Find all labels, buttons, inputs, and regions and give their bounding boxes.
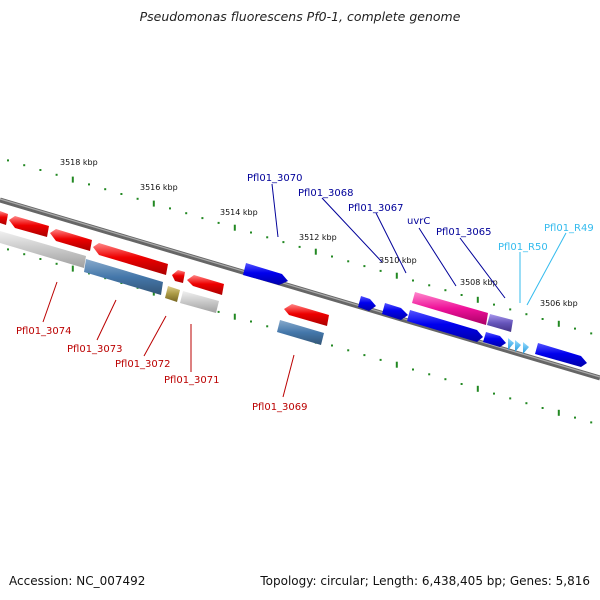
leader-3067 [375, 212, 407, 274]
gene-3073[interactable] [84, 259, 163, 295]
gene-3076[interactable] [9, 216, 49, 237]
gene-3065[interactable] [483, 332, 506, 347]
leader-3069 [282, 354, 295, 398]
gene-label-3065[interactable]: Pfl01_3065 [436, 227, 492, 238]
gene-3072-red[interactable] [172, 270, 185, 283]
gene-3069-steel[interactable] [277, 320, 324, 345]
gene-3072[interactable] [165, 286, 180, 302]
ruler-label-3518: 3518 kbp [60, 158, 98, 167]
gene-label-uvrC[interactable]: uvrC [407, 216, 430, 227]
ruler-label-3514: 3514 kbp [220, 208, 258, 217]
leader-uvrC [418, 227, 457, 287]
genome-stats-text: Topology: circular; Length: 6,438,405 bp… [260, 574, 590, 588]
gene-label-3069[interactable]: Pfl01_3069 [252, 402, 308, 413]
forward-genes [243, 263, 587, 367]
gene-label-3073[interactable]: Pfl01_3073 [67, 344, 123, 355]
ruler-label-3508: 3508 kbp [460, 278, 498, 287]
gene-label-3068[interactable]: Pfl01_3068 [298, 188, 354, 199]
gene-3074-grey[interactable] [0, 231, 86, 268]
gene-3067[interactable] [382, 303, 408, 320]
reverse-genes [0, 211, 329, 345]
gene-label-group: Pfl01_3070 Pfl01_3068 Pfl01_3067 uvrC Pf… [16, 173, 594, 413]
gene-3067-pink[interactable] [412, 292, 488, 325]
gene-3071[interactable] [180, 291, 219, 313]
gene-3077[interactable] [0, 211, 8, 225]
leader-3074 [42, 281, 58, 323]
rna-R48[interactable] [523, 342, 529, 354]
gene-label-R50[interactable]: Pfl01_R50 [498, 242, 548, 253]
leader-3072 [143, 315, 167, 357]
chromosome-backbone-highlight [0, 198, 600, 378]
leader-3070 [271, 183, 279, 238]
leader-3065 [459, 237, 506, 299]
rna-R49[interactable] [515, 340, 521, 352]
gene-label-3071[interactable]: Pfl01_3071 [164, 375, 220, 386]
leader-R49 [526, 232, 567, 306]
gene-3069[interactable] [284, 304, 329, 326]
ruler-labels: 3518 kbp 3516 kbp 3514 kbp 3512 kbp 3510… [60, 158, 578, 308]
ruler-label-3516: 3516 kbp [140, 183, 178, 192]
gene-label-3074[interactable]: Pfl01_3074 [16, 326, 72, 337]
ruler-ticks-upper [7, 159, 593, 335]
ruler-label-3506: 3506 kbp [540, 299, 578, 308]
gene-label-3070[interactable]: Pfl01_3070 [247, 173, 303, 184]
ruler-label-3512: 3512 kbp [299, 233, 337, 242]
gene-uvrC[interactable] [407, 310, 483, 342]
gene-3066-purple[interactable] [487, 314, 513, 332]
leader-3068 [321, 197, 383, 263]
gene-label-3067[interactable]: Pfl01_3067 [348, 203, 404, 214]
chromosome-backbone [0, 197, 600, 381]
gene-3075[interactable] [50, 229, 92, 251]
label-leaders [42, 183, 567, 398]
map-title: Pseudomonas fluorescens Pf0-1, complete … [139, 9, 461, 24]
accession-text: Accession: NC_007492 [9, 574, 146, 588]
gene-3068-fragment[interactable] [358, 296, 376, 311]
gene-3074[interactable] [93, 243, 168, 275]
rna-R50[interactable] [508, 338, 514, 350]
leader-3073 [96, 299, 117, 341]
gene-3064[interactable] [535, 343, 587, 367]
gene-3071-red[interactable] [187, 275, 224, 295]
gene-label-R49[interactable]: Pfl01_R49 [544, 223, 594, 234]
gene-label-3072[interactable]: Pfl01_3072 [115, 359, 171, 370]
ruler-label-3510: 3510 kbp [379, 256, 417, 265]
gene-3070[interactable] [243, 263, 288, 285]
